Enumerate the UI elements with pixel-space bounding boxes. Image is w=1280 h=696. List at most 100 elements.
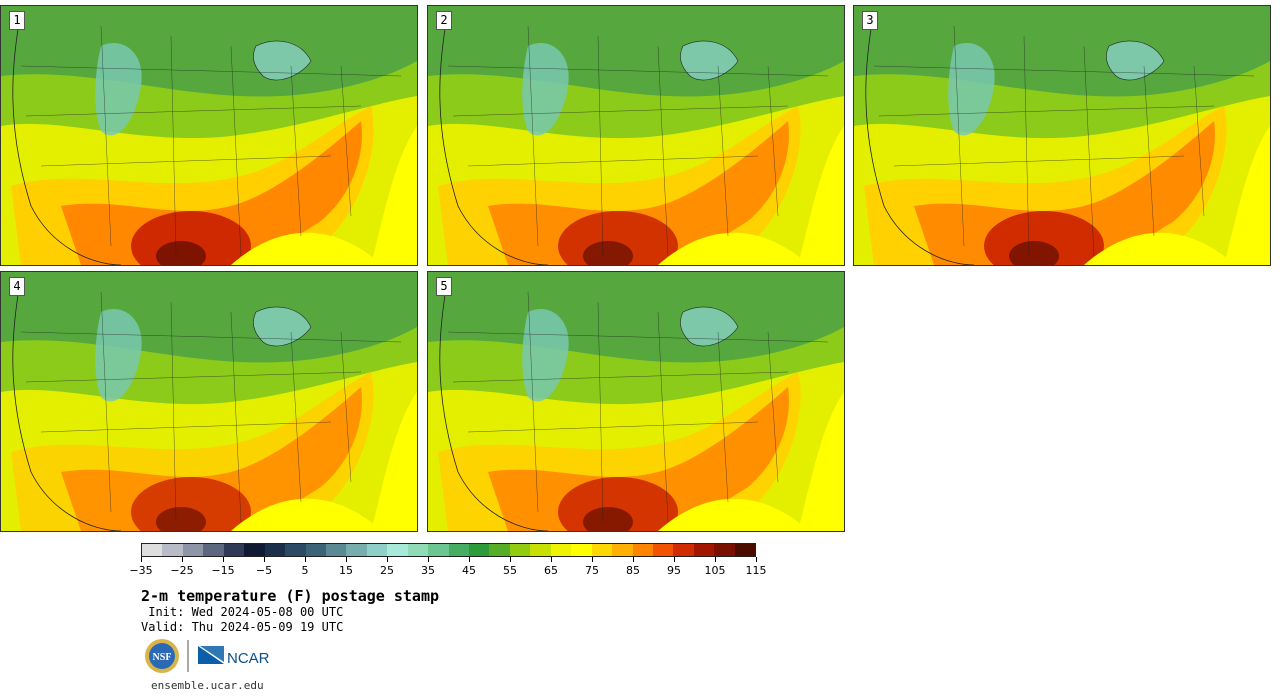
boundary-line	[873, 65, 1255, 77]
boundary-line	[25, 105, 362, 117]
hotter-band	[488, 387, 789, 531]
state-boundaries	[20, 25, 402, 257]
hotter-band	[61, 121, 362, 265]
panel-5[interactable]: 5	[427, 271, 845, 532]
colorbar-swatch	[428, 544, 449, 556]
boundary-line	[340, 331, 352, 483]
site-link[interactable]: ensemble.ucar.edu	[151, 679, 264, 692]
colorbar-tick-label: 105	[704, 564, 726, 577]
ncar-logo-icon: NCAR	[198, 646, 270, 667]
colorbar-tick	[305, 557, 306, 562]
atlantic-ocean	[798, 392, 844, 531]
boundary-line	[40, 421, 332, 433]
peak-region	[156, 241, 206, 265]
boundary-line	[447, 331, 829, 343]
colorbar-swatch	[305, 544, 326, 556]
boundary-line	[25, 371, 362, 383]
colorbar-tick	[674, 557, 675, 562]
boundary-line	[452, 105, 789, 117]
hotter-band	[61, 387, 362, 531]
rocky-mountains	[95, 42, 142, 136]
peak-region	[156, 507, 206, 531]
boundary-line	[527, 25, 539, 247]
temperature-map	[428, 6, 844, 265]
colorbar-swatch	[693, 544, 715, 556]
boundary-line	[1193, 65, 1205, 217]
peak-region	[583, 507, 633, 531]
boundary-line	[170, 301, 177, 523]
gulf-of-mexico	[658, 232, 808, 265]
state-boundaries	[873, 25, 1255, 257]
colorbar-tick	[592, 557, 593, 562]
colorbar-swatch	[591, 544, 613, 556]
boundary-line	[40, 155, 332, 167]
nsf-logo-text: NSF	[153, 652, 172, 663]
boundary-line	[717, 65, 729, 237]
panel-number: 4	[9, 277, 25, 296]
state-boundaries	[447, 291, 829, 523]
gulf-of-mexico	[658, 498, 808, 531]
colorbar-swatch	[387, 544, 408, 556]
rocky-mountains	[948, 42, 995, 136]
panel-4[interactable]: 4	[0, 271, 418, 532]
boundary-line	[20, 331, 402, 343]
panel-3[interactable]: 3	[853, 5, 1271, 266]
boundary-line	[597, 301, 604, 523]
boundary-line	[657, 45, 669, 257]
boundary-line	[597, 35, 604, 257]
colorbar-tick	[428, 557, 429, 562]
temperature-map	[428, 272, 844, 531]
gulf-of-mexico	[1084, 232, 1234, 265]
colorbar-swatch	[550, 544, 572, 556]
rocky-mountains	[95, 308, 142, 402]
colorbar-swatch	[407, 544, 429, 556]
boundary-line	[230, 311, 242, 523]
colorbar-tick	[264, 557, 265, 562]
boundary-line	[1083, 45, 1095, 257]
boundary-line	[20, 65, 402, 77]
hotter-band	[914, 121, 1215, 265]
peak-region	[583, 241, 633, 265]
colorbar-swatch	[325, 544, 347, 556]
boundary-line	[100, 291, 112, 513]
boundary-line	[467, 155, 759, 167]
panel-number: 3	[862, 11, 878, 30]
panel-2[interactable]: 2	[427, 5, 845, 266]
colorbar-tick-label: 85	[626, 564, 640, 577]
colorbar-tick	[756, 557, 757, 562]
page-title: 2-m temperature (F) postage stamp	[141, 587, 440, 605]
colorbar-tick	[141, 557, 142, 562]
panel-number: 1	[9, 11, 25, 30]
coastline	[439, 10, 549, 265]
temperature-map	[1, 272, 417, 531]
atlantic-ocean	[798, 126, 844, 265]
temperature-colorbar	[141, 543, 756, 557]
colorbar-tick	[182, 557, 183, 562]
colorbar-tick	[510, 557, 511, 562]
atlantic-ocean	[1224, 126, 1270, 265]
colorbar-swatch	[142, 544, 163, 556]
colorbar-swatch	[714, 544, 735, 556]
colorbar-swatch	[346, 544, 367, 556]
sponsor-logos: NSF NCAR	[145, 639, 270, 673]
init-time: Init: Wed 2024-05-08 00 UTC	[141, 605, 344, 619]
temperature-map	[854, 6, 1270, 265]
boundary-line	[290, 331, 302, 503]
colorbar-tick	[715, 557, 716, 562]
temperature-map	[1, 6, 417, 265]
colorbar-tick-label: 25	[380, 564, 394, 577]
hotter-band	[488, 121, 789, 265]
boundary-line	[527, 291, 539, 513]
colorbar-swatch	[734, 544, 756, 556]
state-boundaries	[20, 291, 402, 523]
colorbar-swatch	[203, 544, 224, 556]
boundary-line	[767, 65, 779, 217]
colorbar-swatch	[489, 544, 510, 556]
colorbar-swatch	[264, 544, 286, 556]
boundary-line	[447, 65, 829, 77]
boundary-line	[1143, 65, 1155, 237]
coastline	[865, 10, 975, 265]
panel-1[interactable]: 1	[0, 5, 418, 266]
boundary-line	[878, 105, 1215, 117]
colorbar-tick-label: 5	[301, 564, 309, 577]
